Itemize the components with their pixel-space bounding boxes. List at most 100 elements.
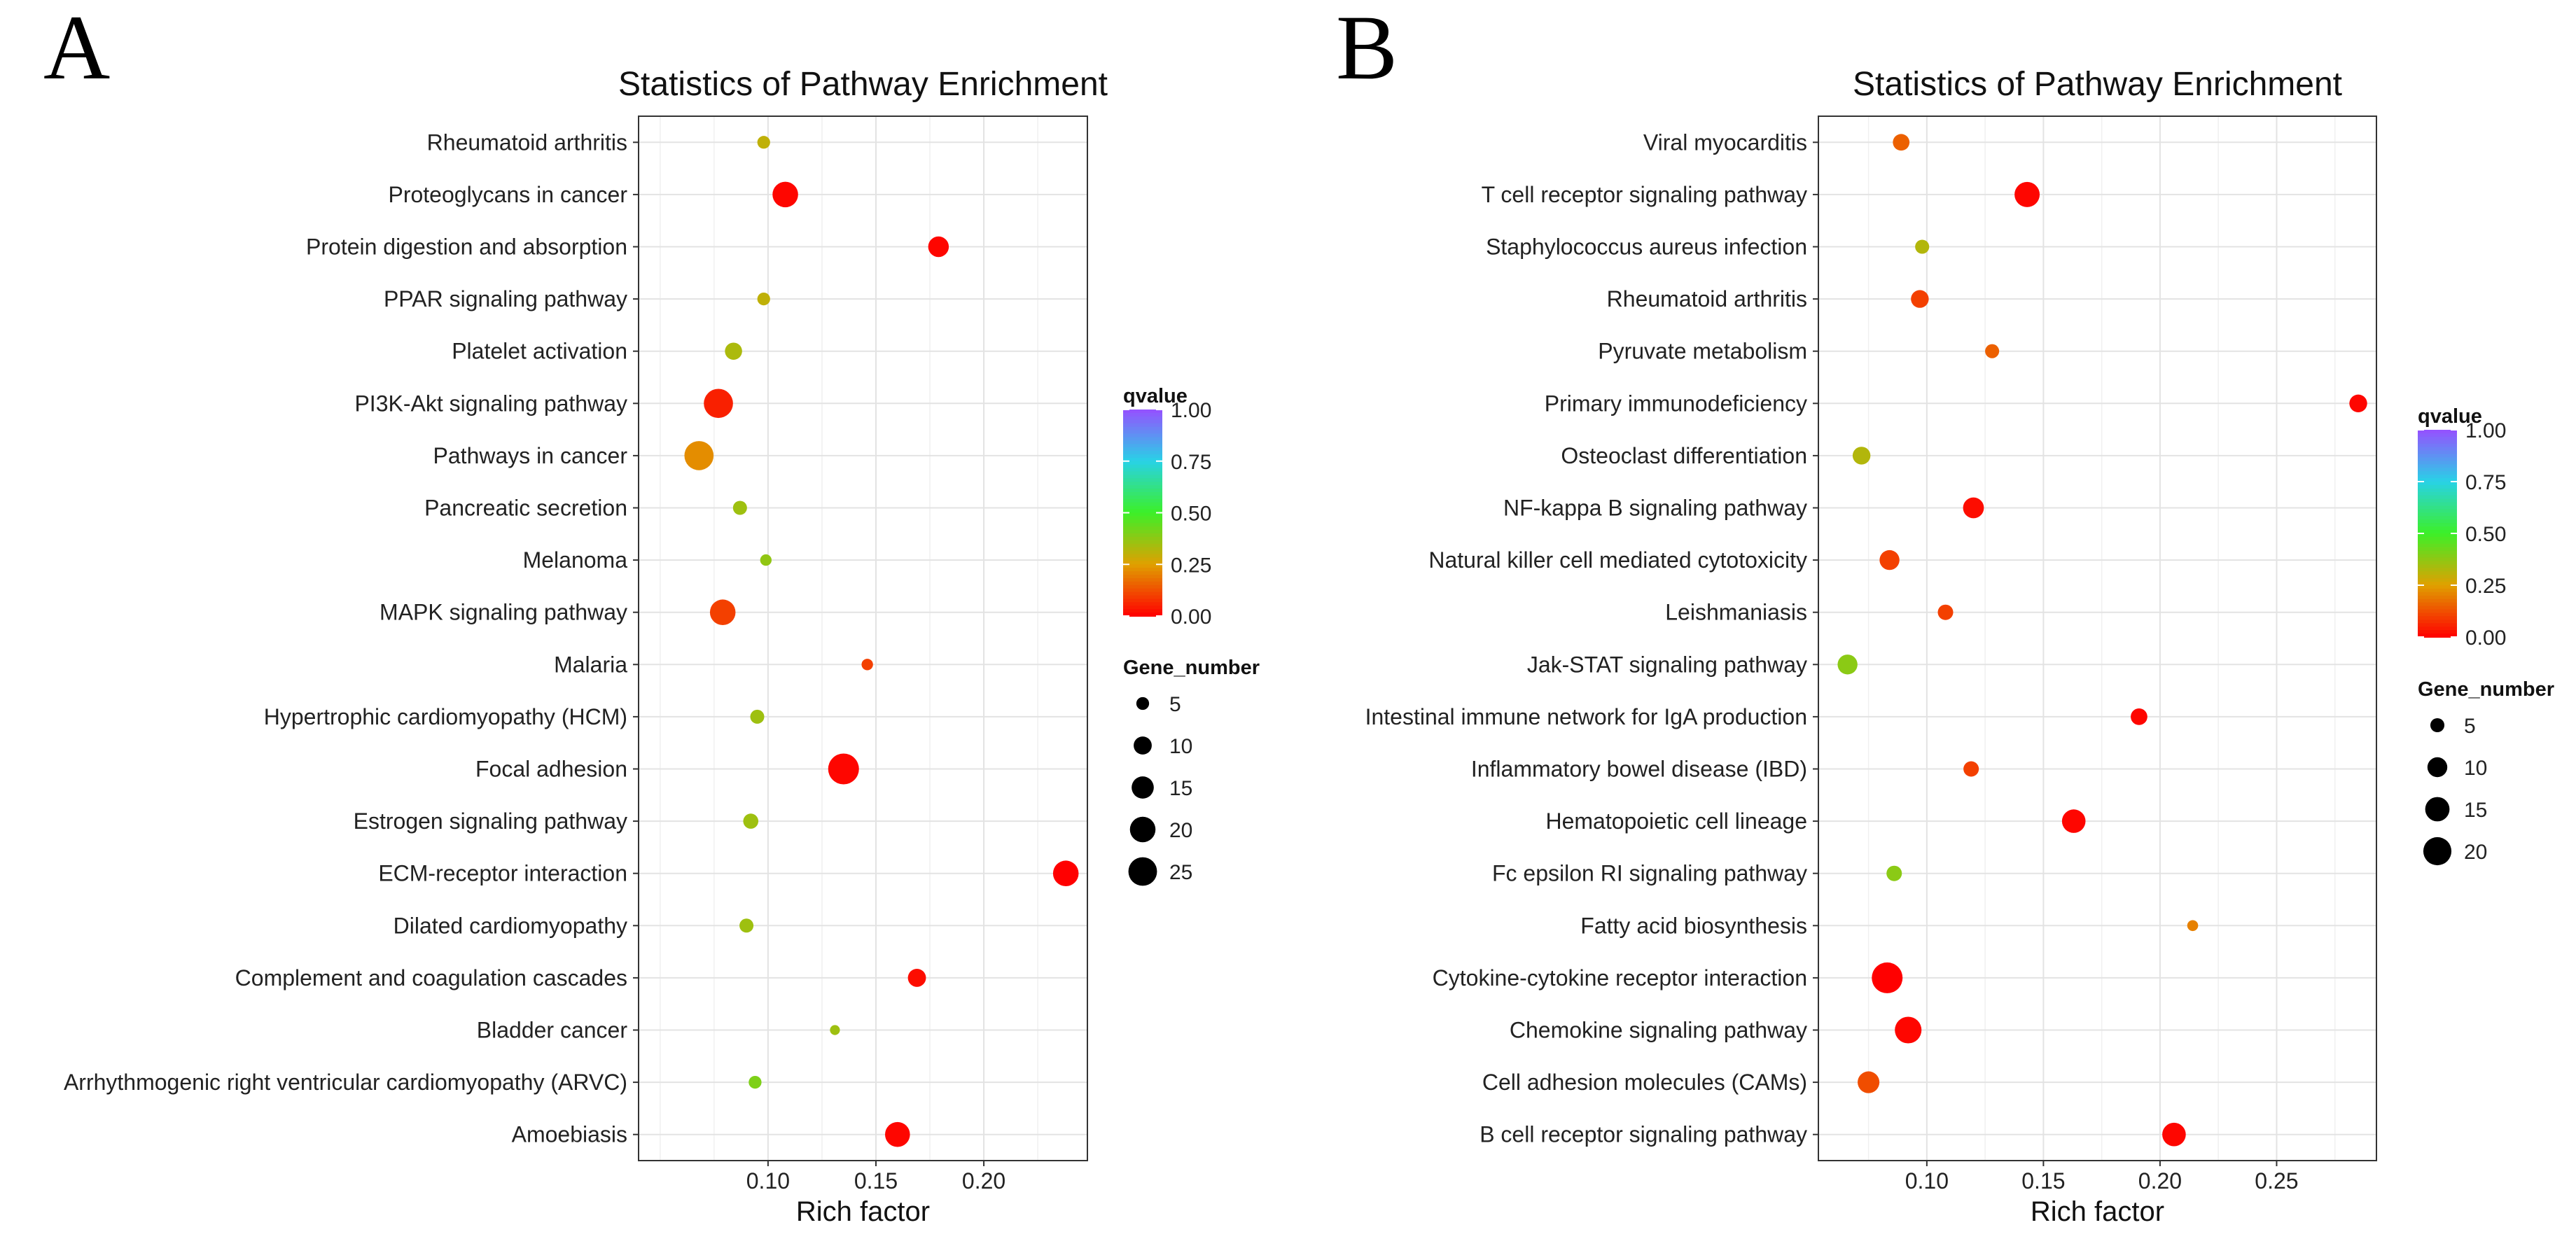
qvalue-gradient-segment	[1123, 419, 1162, 424]
y-tick-label: NF-kappa B signaling pathway	[1503, 496, 1807, 521]
qvalue-gradient-segment	[2418, 530, 2457, 534]
y-tick-label: Natural killer cell mediated cytotoxicit…	[1428, 547, 1807, 573]
data-point	[684, 441, 714, 470]
qvalue-gradient-segment	[2418, 557, 2457, 562]
data-point	[928, 236, 949, 258]
y-tick-label: Arrhythmogenic right ventricular cardiom…	[64, 1070, 627, 1095]
gene-number-legend-key	[2427, 757, 2448, 778]
y-tick-label: PI3K-Akt signaling pathway	[354, 391, 627, 416]
gene-number-legend-key	[2425, 797, 2450, 822]
y-tick-label: Estrogen signaling pathway	[354, 808, 627, 834]
qvalue-gradient-segment	[1123, 464, 1162, 469]
y-tick-label: Rheumatoid arthritis	[427, 130, 627, 155]
qvalue-gradient-segment	[1123, 609, 1162, 614]
qvalue-gradient-segment	[2418, 550, 2457, 555]
qvalue-gradient-segment	[2418, 478, 2457, 482]
gene-number-legend-label: 5	[2464, 715, 2476, 738]
qvalue-gradient-segment	[2418, 468, 2457, 472]
qvalue-gradient-segment	[1123, 588, 1162, 593]
chart-title: Statistics of Pathway Enrichment	[618, 66, 1108, 103]
y-tick-label: Primary immunodeficiency	[1545, 391, 1807, 416]
gene-number-legend-key	[1136, 696, 1150, 710]
qvalue-gradient-segment	[2418, 488, 2457, 493]
data-point	[1858, 1071, 1880, 1093]
qvalue-legend-label: 0.75	[1171, 451, 1211, 474]
qvalue-gradient-segment	[2418, 482, 2457, 486]
qvalue-gradient-segment	[1123, 578, 1162, 582]
qvalue-legend-label: 1.00	[1171, 399, 1211, 422]
y-tick-label: Complement and coagulation cascades	[235, 965, 627, 990]
qvalue-gradient-segment	[2418, 616, 2457, 621]
data-point	[1852, 447, 1871, 465]
qvalue-gradient-segment	[1123, 426, 1162, 431]
qvalue-gradient-segment	[1123, 581, 1162, 586]
qvalue-gradient-segment	[2418, 568, 2457, 573]
qvalue-gradient-segment	[2418, 533, 2457, 538]
qvalue-gradient-segment	[1123, 495, 1162, 500]
y-tick-label: Intestinal immune network for IgA produc…	[1365, 704, 1807, 729]
qvalue-gradient-segment	[2418, 498, 2457, 503]
data-point	[704, 388, 733, 419]
y-tick-label: Cytokine-cytokine receptor interaction	[1433, 965, 1807, 990]
qvalue-gradient-segment	[1123, 512, 1162, 517]
panel-label-b: B	[1336, 0, 1398, 99]
qvalue-gradient-segment	[2418, 595, 2457, 600]
qvalue-gradient-segment	[2418, 606, 2457, 610]
qvalue-gradient-segment	[1123, 530, 1162, 534]
qvalue-gradient-segment	[1123, 410, 1162, 414]
qvalue-gradient-segment	[2418, 623, 2457, 628]
qvalue-gradient-segment	[2418, 433, 2457, 438]
chart-title: Statistics of Pathway Enrichment	[1853, 66, 2342, 103]
data-point	[760, 554, 772, 566]
y-tick-label: Fc epsilon RI signaling pathway	[1492, 861, 1807, 886]
qvalue-gradient-segment	[1123, 602, 1162, 607]
y-tick-label: Amoebiasis	[512, 1122, 627, 1147]
qvalue-gradient-segment	[1123, 550, 1162, 555]
data-point	[750, 709, 765, 724]
qvalue-gradient-segment	[2418, 588, 2457, 593]
data-point	[1052, 860, 1079, 886]
plot-background	[639, 116, 1087, 1161]
qvalue-gradient-segment	[2418, 461, 2457, 465]
qvalue-gradient-segment	[2418, 430, 2457, 434]
data-point	[2061, 809, 2086, 833]
qvalue-gradient-segment	[1123, 533, 1162, 538]
qvalue-gradient-segment	[2418, 561, 2457, 566]
y-tick-label: Chemokine signaling pathway	[1510, 1018, 1807, 1043]
qvalue-gradient-segment	[2418, 602, 2457, 607]
data-point	[830, 1025, 840, 1035]
qvalue-gradient-segment	[2418, 582, 2457, 586]
qvalue-gradient-segment	[2418, 512, 2457, 517]
x-axis-title: Rich factor	[796, 1196, 930, 1227]
qvalue-gradient-segment	[1123, 561, 1162, 566]
qvalue-gradient-segment	[2418, 540, 2457, 545]
data-point	[1915, 239, 1930, 254]
qvalue-gradient-segment	[1123, 592, 1162, 596]
qvalue-gradient-segment	[1123, 485, 1162, 490]
gene-number-legend-label: 10	[1169, 735, 1192, 758]
y-tick-label: Fatty acid biosynthesis	[1580, 913, 1807, 938]
x-tick-label: 0.10	[746, 1168, 790, 1194]
data-point	[743, 813, 759, 829]
qvalue-legend-label: 0.75	[2465, 471, 2506, 494]
qvalue-gradient-segment	[1123, 471, 1162, 476]
qvalue-gradient-segment	[2418, 547, 2457, 552]
data-point	[861, 659, 873, 671]
qvalue-gradient-segment	[2418, 609, 2457, 614]
y-tick-label: Hypertrophic cardiomyopathy (HCM)	[264, 704, 627, 729]
qvalue-gradient-segment	[2418, 543, 2457, 548]
qvalue-gradient-segment	[1123, 457, 1162, 462]
y-tick-label: Rheumatoid arthritis	[1607, 286, 1807, 312]
qvalue-legend-label: 0.25	[1171, 554, 1211, 577]
data-point	[1837, 654, 1858, 675]
qvalue-gradient-segment	[1123, 433, 1162, 438]
y-tick-label: MAPK signaling pathway	[380, 600, 627, 625]
y-tick-label: Melanoma	[523, 547, 628, 573]
qvalue-gradient-segment	[1123, 536, 1162, 541]
qvalue-gradient-segment	[1123, 492, 1162, 496]
data-point	[1893, 134, 1910, 151]
qvalue-gradient-segment	[2418, 440, 2457, 444]
plot-border	[638, 115, 1088, 1161]
qvalue-gradient-segment	[1123, 440, 1162, 445]
data-point	[1886, 865, 1902, 881]
